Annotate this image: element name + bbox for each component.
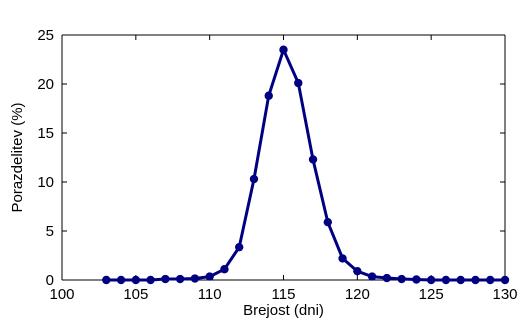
data-point — [146, 275, 155, 285]
x-tick-label: 125 — [419, 286, 444, 303]
data-point — [382, 273, 392, 283]
x-tick-label: 105 — [123, 286, 148, 303]
x-tick-label: 130 — [492, 286, 517, 303]
data-point — [294, 78, 303, 88]
y-tick-label: 25 — [37, 27, 54, 44]
y-axis-label: Porazdelitev (%) — [9, 102, 26, 212]
data-point — [323, 217, 332, 227]
axes-frame — [61, 34, 506, 281]
x-ticks: 100 105 110 115 120 125 130 — [49, 35, 518, 303]
data-point — [235, 242, 244, 252]
data-point — [471, 275, 480, 285]
data-point — [353, 266, 362, 276]
data-point — [456, 275, 465, 285]
data-point — [500, 275, 510, 285]
data-point — [486, 275, 495, 285]
x-axis-label: Brejost (dni) — [243, 302, 324, 319]
data-point — [397, 274, 406, 284]
y-tick-label: 20 — [37, 76, 54, 93]
data-point — [205, 272, 214, 281]
data-point — [412, 275, 421, 284]
x-tick-label: 100 — [49, 286, 74, 303]
data-point — [131, 275, 141, 285]
x-tick-label: 110 — [198, 286, 222, 303]
data-point — [116, 275, 126, 285]
data-point — [308, 155, 318, 164]
data-point — [190, 274, 200, 283]
data-point — [102, 275, 111, 285]
series-layer — [102, 45, 510, 285]
data-point — [441, 275, 451, 285]
data-point — [426, 275, 436, 285]
data-point — [264, 91, 273, 100]
data-point — [367, 272, 377, 281]
data-point — [161, 274, 170, 284]
data-point — [249, 174, 259, 184]
y-tick-label: 10 — [37, 174, 54, 191]
x-tick-label: 115 — [272, 286, 296, 303]
data-point — [175, 274, 185, 284]
y-tick-label: 0 — [46, 272, 54, 289]
y-tick-label: 5 — [46, 223, 54, 240]
y-tick-label: 15 — [37, 125, 54, 142]
data-point — [220, 265, 229, 274]
data-point — [338, 254, 347, 263]
series-line — [106, 48, 505, 282]
data-point — [279, 45, 288, 54]
x-tick-label: 120 — [345, 286, 370, 303]
y-ticks: 0 5 10 15 20 25 — [37, 27, 505, 289]
